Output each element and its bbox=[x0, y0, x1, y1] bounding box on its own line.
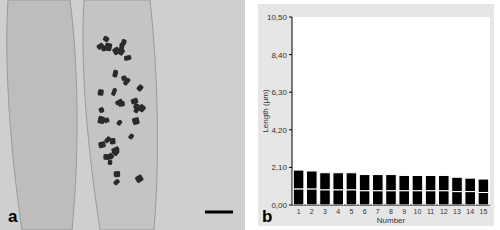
chromosome-dot bbox=[97, 89, 104, 96]
bar-segment bbox=[333, 173, 344, 190]
y-tick-label: 10,50 bbox=[267, 13, 288, 22]
bar-segment bbox=[386, 191, 397, 205]
bar-segment bbox=[293, 170, 304, 189]
scale-bar bbox=[205, 211, 233, 214]
bar-segment bbox=[320, 173, 331, 190]
chromosome-dot bbox=[111, 148, 120, 157]
x-tick-label: 8 bbox=[389, 208, 393, 215]
bar-segment bbox=[412, 191, 423, 205]
bar-segment bbox=[452, 177, 463, 191]
y-tick-label: 6,30 bbox=[271, 88, 287, 97]
figure-root: a0,002,104,206,308,4010,5012345678910111… bbox=[0, 0, 500, 230]
bar-segment bbox=[399, 175, 410, 190]
bar-segment bbox=[346, 190, 357, 205]
bar-segment bbox=[293, 189, 304, 205]
x-tick-label: 12 bbox=[440, 208, 448, 215]
chromosome-dot bbox=[110, 138, 116, 145]
chromosome-dot bbox=[119, 43, 124, 50]
chart-background bbox=[258, 4, 494, 226]
chromosome-dot bbox=[113, 178, 121, 186]
chromosome-dot bbox=[101, 45, 106, 51]
y-tick bbox=[289, 17, 292, 18]
chromosome-dot bbox=[103, 154, 110, 160]
bar-segment bbox=[439, 175, 450, 190]
panel-label: a bbox=[8, 207, 18, 226]
bar-segment bbox=[359, 175, 370, 191]
bar-segment bbox=[425, 191, 436, 205]
bar-segment bbox=[412, 175, 423, 190]
chromosome-dot bbox=[124, 55, 132, 61]
bar-segment bbox=[359, 191, 370, 205]
bars bbox=[293, 170, 488, 205]
y-tick bbox=[289, 205, 292, 206]
bar-segment bbox=[465, 192, 476, 205]
chromosome-dot bbox=[132, 117, 140, 126]
x-tick-label: 3 bbox=[323, 208, 327, 215]
y-tick bbox=[289, 129, 292, 130]
chromosome-dot bbox=[111, 88, 118, 97]
chart: 0,002,104,206,308,4010,50123456789101112… bbox=[258, 4, 494, 226]
chromosome-dot bbox=[97, 116, 105, 125]
bar-segment bbox=[452, 192, 463, 205]
bar-segment bbox=[333, 190, 344, 205]
plot-area bbox=[292, 17, 490, 205]
micrograph-background bbox=[0, 0, 245, 230]
y-tick bbox=[289, 54, 292, 55]
bar-segment bbox=[399, 191, 410, 205]
chromosome-dot bbox=[112, 46, 121, 55]
chromosome-dot bbox=[121, 75, 127, 81]
x-tick-label: 5 bbox=[349, 208, 353, 215]
x-axis-title: Number bbox=[377, 216, 406, 225]
bar-segment bbox=[478, 179, 489, 192]
bar-segment bbox=[478, 192, 489, 205]
chromosome-dot bbox=[98, 107, 105, 114]
chromosome-dot bbox=[102, 35, 110, 43]
cell-right bbox=[83, 0, 158, 230]
x-tick-label: 15 bbox=[480, 208, 488, 215]
chromosome-dot bbox=[130, 97, 139, 105]
bar-segment bbox=[439, 191, 450, 205]
x-tick-label: 6 bbox=[363, 208, 367, 215]
chromosome-dot bbox=[128, 133, 135, 140]
bar-segment bbox=[425, 175, 436, 190]
y-tick bbox=[289, 92, 292, 93]
x-tick-label: 1 bbox=[297, 208, 301, 215]
x-tick-label: 2 bbox=[310, 208, 314, 215]
chromosome-dot bbox=[136, 84, 144, 92]
y-axis-title: Length (µm) bbox=[261, 89, 270, 133]
y-tick-label: 4,20 bbox=[271, 126, 287, 135]
y-tick-label: 0,00 bbox=[271, 201, 287, 210]
x-tick-label: 10 bbox=[414, 208, 422, 215]
x-tick-label: 13 bbox=[453, 208, 461, 215]
y-tick-label: 8,40 bbox=[271, 51, 287, 60]
figure-svg: a0,002,104,206,308,4010,5012345678910111… bbox=[0, 0, 500, 230]
chromosome-dot bbox=[107, 160, 112, 166]
bar-segment bbox=[346, 173, 357, 190]
bar-segment bbox=[386, 175, 397, 191]
x-tick-label: 4 bbox=[336, 208, 340, 215]
chromosome-dot bbox=[114, 171, 121, 177]
chromosome-dot bbox=[112, 70, 118, 78]
bar-segment bbox=[373, 191, 384, 205]
y-axis bbox=[292, 17, 293, 205]
x-tick-label: 7 bbox=[376, 208, 380, 215]
bar-segment bbox=[373, 175, 384, 191]
bar-segment bbox=[320, 190, 331, 205]
x-tick-label: 14 bbox=[466, 208, 474, 215]
y-tick bbox=[289, 167, 292, 168]
cell-left bbox=[7, 0, 77, 230]
y-tick-label: 2,10 bbox=[271, 163, 287, 172]
panel-label: b bbox=[262, 207, 272, 226]
chromosome-dot bbox=[134, 174, 144, 183]
micrograph: a bbox=[0, 0, 245, 230]
x-tick-label: 11 bbox=[427, 208, 434, 215]
chromosome-dot bbox=[115, 98, 124, 106]
chromosome-dot bbox=[137, 103, 146, 112]
bar-segment bbox=[465, 178, 476, 191]
bar-segment bbox=[307, 189, 318, 205]
x-tick-label: 9 bbox=[402, 208, 406, 215]
chromosome-dot bbox=[98, 141, 106, 148]
chromosome-dot bbox=[116, 119, 123, 126]
bar-segment bbox=[307, 171, 318, 189]
